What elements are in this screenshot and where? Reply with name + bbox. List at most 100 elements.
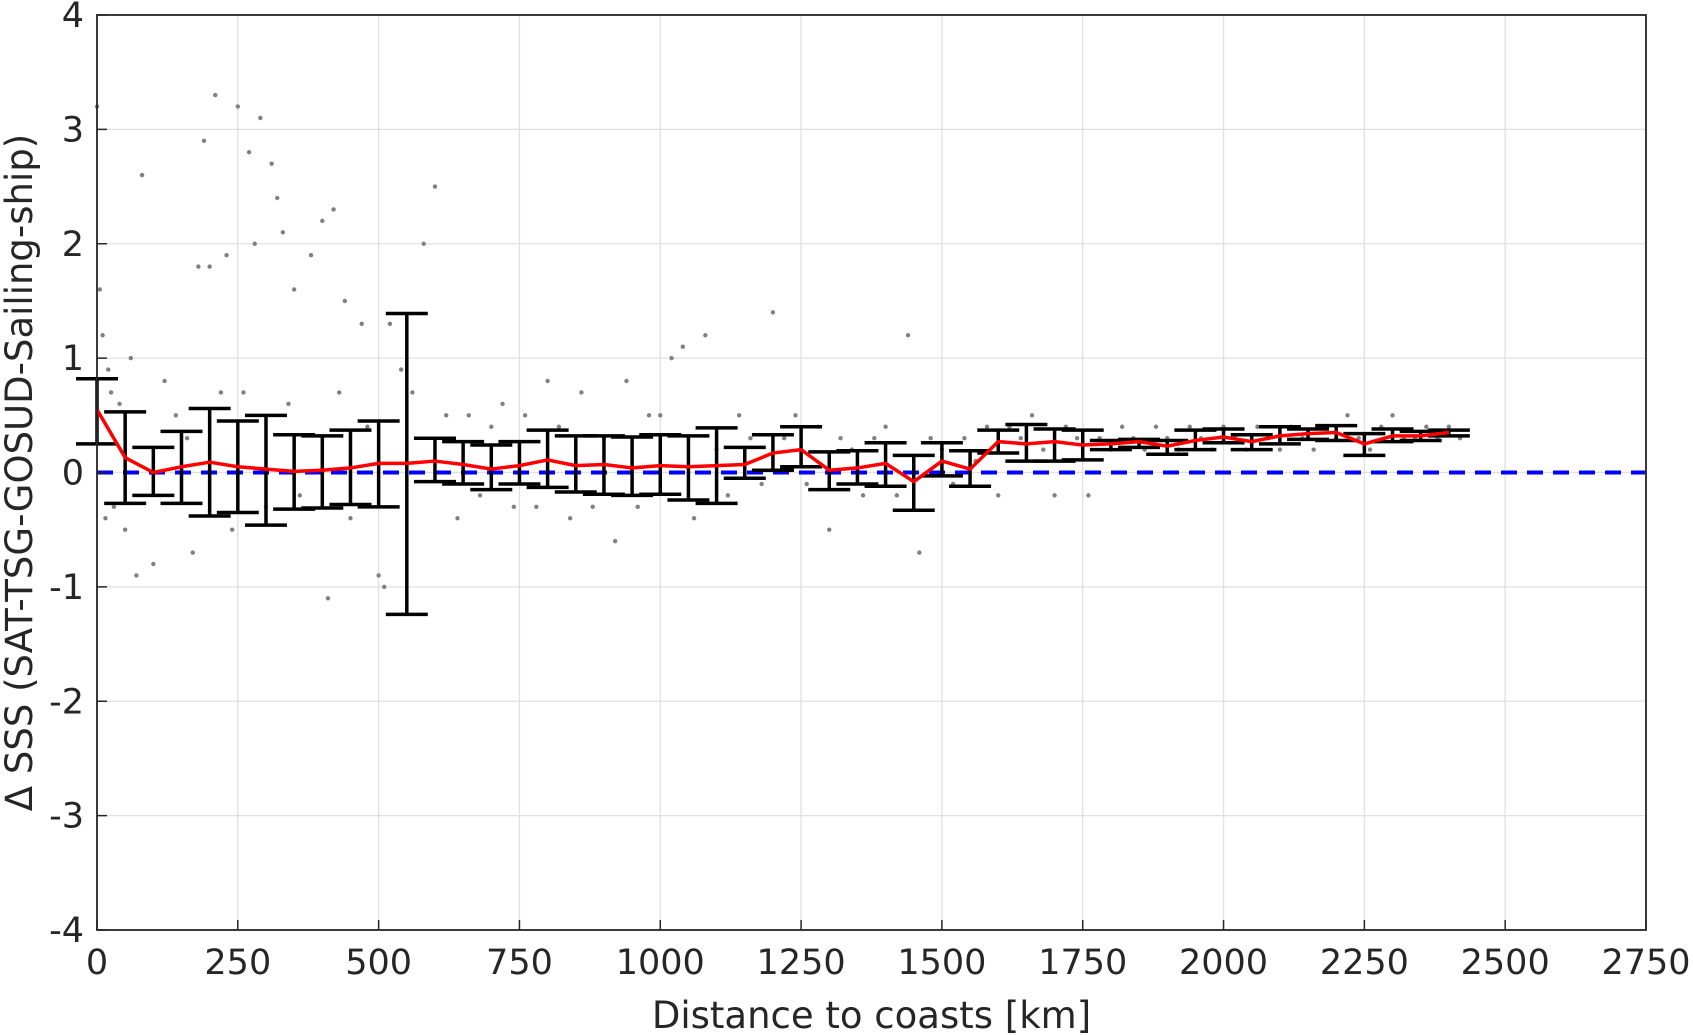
y-tick-label: -4: [49, 911, 84, 951]
scatter-point: [646, 413, 652, 418]
scatter-point: [128, 355, 133, 361]
scatter-point: [117, 401, 122, 407]
scatter-point: [804, 481, 809, 487]
scatter-point: [410, 390, 415, 395]
scatter-point: [252, 241, 257, 246]
scatter-points: [94, 92, 1463, 601]
scatter-point: [905, 333, 911, 338]
scatter-point: [996, 493, 1001, 498]
tick-labels: 0 250 500 750 1000 1250 1500 1750 2000 2250 2500 27…: [49, 0, 1690, 983]
scatter-point: [827, 527, 832, 532]
axes-box: [96, 14, 1647, 931]
scatter-point: [534, 504, 539, 510]
scatter-point: [500, 401, 505, 407]
scatter-point: [162, 378, 167, 384]
scatter-point: [398, 367, 404, 372]
scatter-point: [1041, 447, 1046, 452]
scatter-point: [1187, 424, 1192, 429]
scatter-point: [1255, 424, 1260, 429]
scatter-point: [511, 504, 517, 510]
scatter-point: [218, 390, 224, 395]
scatter-point: [269, 161, 274, 166]
scatter-point: [658, 413, 663, 418]
scatter-point: [590, 504, 595, 510]
grid: [96, 14, 1647, 931]
scatter-point: [224, 252, 229, 258]
scatter-point: [1446, 424, 1452, 429]
scatter-point: [331, 207, 336, 212]
scatter-point: [928, 435, 933, 441]
scatter-point: [201, 138, 207, 144]
scatter-point: [151, 561, 156, 567]
y-tick-label: -2: [49, 682, 84, 722]
scatter-point: [680, 344, 686, 349]
scatter-point: [748, 435, 753, 441]
scatter-point: [725, 493, 731, 498]
scatter-point: [184, 435, 190, 441]
scatter-point: [466, 413, 471, 418]
x-tick-label: 750: [486, 943, 553, 983]
scatter-point: [365, 424, 370, 429]
scatter-point: [455, 516, 460, 521]
scatter-point: [860, 493, 866, 498]
scatter-point: [770, 310, 776, 315]
scatter-point: [962, 435, 967, 441]
scatter-point: [291, 287, 297, 292]
scatter-point: [325, 596, 331, 601]
scatter-point: [1074, 435, 1080, 441]
scatter-point: [838, 435, 843, 441]
scatter-point: [342, 298, 348, 304]
scatter-point: [173, 413, 179, 418]
scatter-point: [213, 92, 218, 98]
scatter-point: [432, 184, 438, 189]
x-tick-label: 2000: [1179, 943, 1268, 983]
scatter-point: [635, 504, 640, 510]
x-tick-label: 1750: [1038, 943, 1127, 983]
scatter-point: [759, 481, 764, 487]
scatter-point: [190, 550, 195, 555]
scatter-point: [917, 550, 922, 555]
scatter-point: [669, 355, 674, 361]
scatter-point: [421, 241, 426, 246]
scatter-point: [387, 321, 393, 327]
scatter-point: [134, 573, 139, 578]
scatter-point: [444, 413, 449, 418]
scatter-point: [1018, 435, 1023, 441]
scatter-point: [376, 573, 381, 578]
scatter-point: [122, 527, 128, 532]
x-axis-label: Distance to coasts [km]: [652, 994, 1091, 1035]
x-tick-label: 2250: [1320, 943, 1409, 983]
y-tick-label: 0: [62, 454, 84, 494]
x-tick-label: 1500: [897, 943, 986, 983]
x-tick-label: 1250: [757, 943, 846, 983]
y-tick-label: -1: [49, 568, 84, 608]
scatter-point: [337, 390, 342, 395]
scatter-point: [1390, 413, 1395, 418]
scatter-point: [489, 424, 494, 429]
scatter-point: [359, 321, 364, 327]
scatter-point: [106, 367, 111, 372]
y-axis-label: Δ SSS (SAT-TSG-GOSUD-Sailing-ship): [0, 134, 41, 811]
scatter-point: [691, 516, 697, 521]
scatter-point: [556, 424, 562, 429]
x-tick-label: 2750: [1601, 943, 1690, 983]
scatter-point: [894, 493, 900, 498]
x-tick-label: 1000: [616, 943, 705, 983]
scatter-point: [97, 287, 103, 292]
x-tick-label: 250: [204, 943, 271, 983]
scatter-point: [793, 413, 798, 418]
mean-line-layer: [95, 408, 1450, 484]
scatter-point: [1277, 447, 1283, 452]
scatter-point: [545, 378, 550, 384]
scatter-point: [1052, 493, 1057, 498]
x-tick-label: 2500: [1461, 943, 1550, 983]
scatter-point: [286, 401, 291, 407]
error-bar: [780, 425, 823, 469]
scatter-point: [308, 252, 314, 258]
y-tick-label: 3: [62, 110, 84, 150]
scatter-point: [1424, 424, 1429, 429]
scatter-point: [624, 378, 629, 384]
scatter-point: [1119, 424, 1125, 429]
scatter-point: [781, 435, 787, 441]
